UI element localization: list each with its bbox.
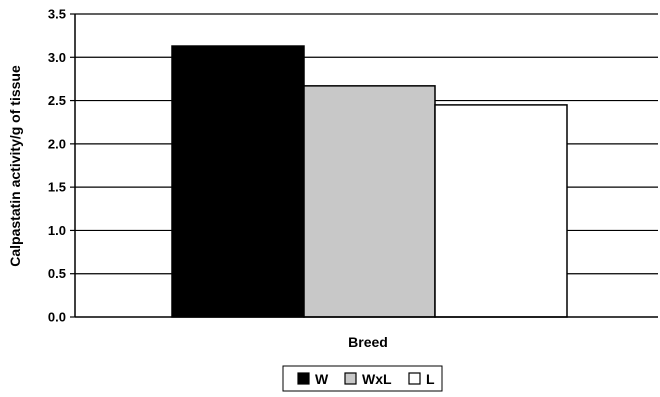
y-tick-label: 2.5 bbox=[48, 93, 66, 108]
legend-swatch-wxl bbox=[344, 372, 357, 385]
x-axis-title: Breed bbox=[348, 334, 388, 350]
legend-swatch-l bbox=[408, 372, 421, 385]
legend-label-w: W bbox=[315, 371, 329, 387]
y-tick-label: 3.5 bbox=[48, 7, 66, 22]
y-axis-title: Calpastatin activity/g of tissue bbox=[7, 65, 23, 267]
y-tick-labels: 0.0 0.5 1.0 1.5 2.0 2.5 3.0 3.5 bbox=[48, 7, 75, 325]
legend-label-wxl: WxL bbox=[362, 371, 392, 387]
bar-l bbox=[434, 104, 568, 318]
legend-swatch-w bbox=[297, 372, 310, 385]
bar-wxl bbox=[303, 85, 436, 318]
y-tick-label: 3.0 bbox=[48, 50, 66, 65]
y-tick-label: 0.5 bbox=[48, 266, 66, 281]
y-tick-label: 2.0 bbox=[48, 136, 66, 151]
legend-label-l: L bbox=[426, 371, 435, 387]
y-tick-label: 1.5 bbox=[48, 180, 66, 195]
y-tick-label: 0.0 bbox=[48, 310, 66, 325]
y-tick-label: 1.0 bbox=[48, 223, 66, 238]
legend: W WxL L bbox=[282, 365, 443, 392]
bar-w bbox=[171, 45, 305, 318]
bars bbox=[171, 45, 568, 318]
